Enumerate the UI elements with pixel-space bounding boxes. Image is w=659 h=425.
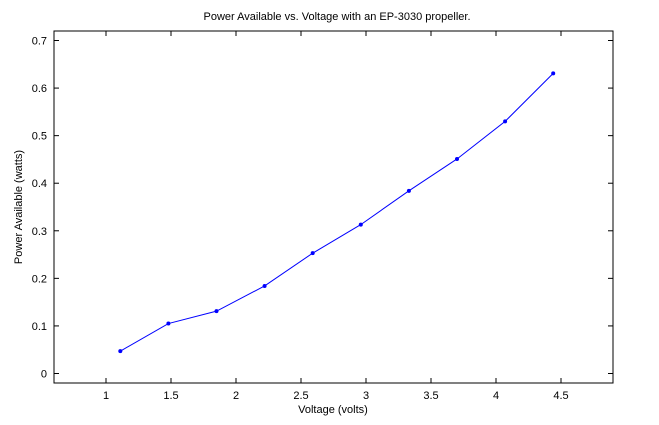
data-point: [358, 222, 363, 227]
y-tick-label: 0: [41, 368, 47, 380]
y-tick-label: 0.6: [32, 83, 47, 95]
y-axis-label: Power Available (watts): [13, 150, 25, 264]
data-point: [166, 321, 171, 326]
data-point: [310, 251, 315, 256]
x-axis-tick-labels: 1 1.5 2 2.5 3 3.5 4 4.5: [103, 390, 569, 402]
y-tick-label: 0.1: [32, 321, 47, 333]
x-tick-label: 1.5: [163, 390, 178, 402]
x-tick-label: 4.5: [553, 390, 568, 402]
plot-area: [53, 30, 614, 384]
y-axis-ticks: [54, 40, 613, 374]
x-axis-label: Voltage (volts): [298, 404, 368, 416]
series-line: [120, 72, 554, 352]
x-axis-ticks: [105, 31, 562, 383]
x-tick-label: 4: [493, 390, 499, 402]
x-tick-label: 3.5: [423, 390, 438, 402]
x-tick-label: 1: [103, 390, 109, 402]
data-point: [503, 119, 508, 124]
y-tick-label: 0.2: [32, 273, 47, 285]
chart-title: Power Available vs. Voltage with an EP-3…: [203, 11, 470, 23]
data-point: [118, 349, 123, 354]
y-tick-label: 0.7: [32, 36, 47, 48]
x-tick-label: 3: [363, 390, 369, 402]
data-point: [406, 188, 411, 193]
x-tick-label: 2: [233, 390, 239, 402]
y-tick-label: 0.5: [32, 131, 47, 143]
data-point: [214, 309, 219, 314]
x-tick-label: 2.5: [293, 390, 308, 402]
y-axis-tick-labels: 0 0.1 0.2 0.3 0.4 0.5 0.6 0.7: [32, 36, 47, 381]
data-point: [262, 283, 267, 288]
y-tick-label: 0.3: [32, 226, 47, 238]
series-points: [118, 71, 556, 354]
data-point: [455, 156, 459, 161]
y-tick-label: 0.4: [32, 178, 47, 190]
data-point: [551, 71, 556, 76]
